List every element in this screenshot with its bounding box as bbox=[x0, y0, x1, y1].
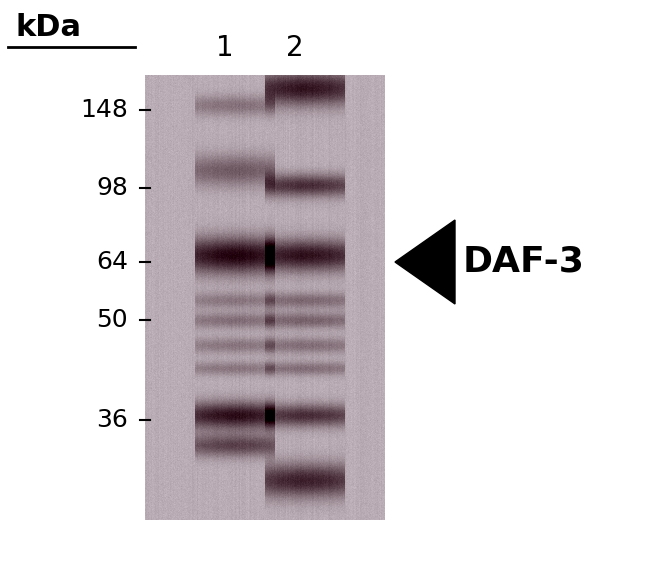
Text: 98: 98 bbox=[96, 176, 128, 200]
Polygon shape bbox=[395, 220, 455, 304]
Text: 1: 1 bbox=[216, 34, 234, 62]
Text: DAF-3: DAF-3 bbox=[463, 245, 585, 279]
Text: 50: 50 bbox=[96, 308, 128, 332]
Text: 148: 148 bbox=[80, 98, 128, 122]
Text: kDa: kDa bbox=[15, 14, 81, 42]
Text: 64: 64 bbox=[96, 250, 128, 274]
Text: 36: 36 bbox=[96, 408, 128, 432]
Text: 2: 2 bbox=[286, 34, 304, 62]
